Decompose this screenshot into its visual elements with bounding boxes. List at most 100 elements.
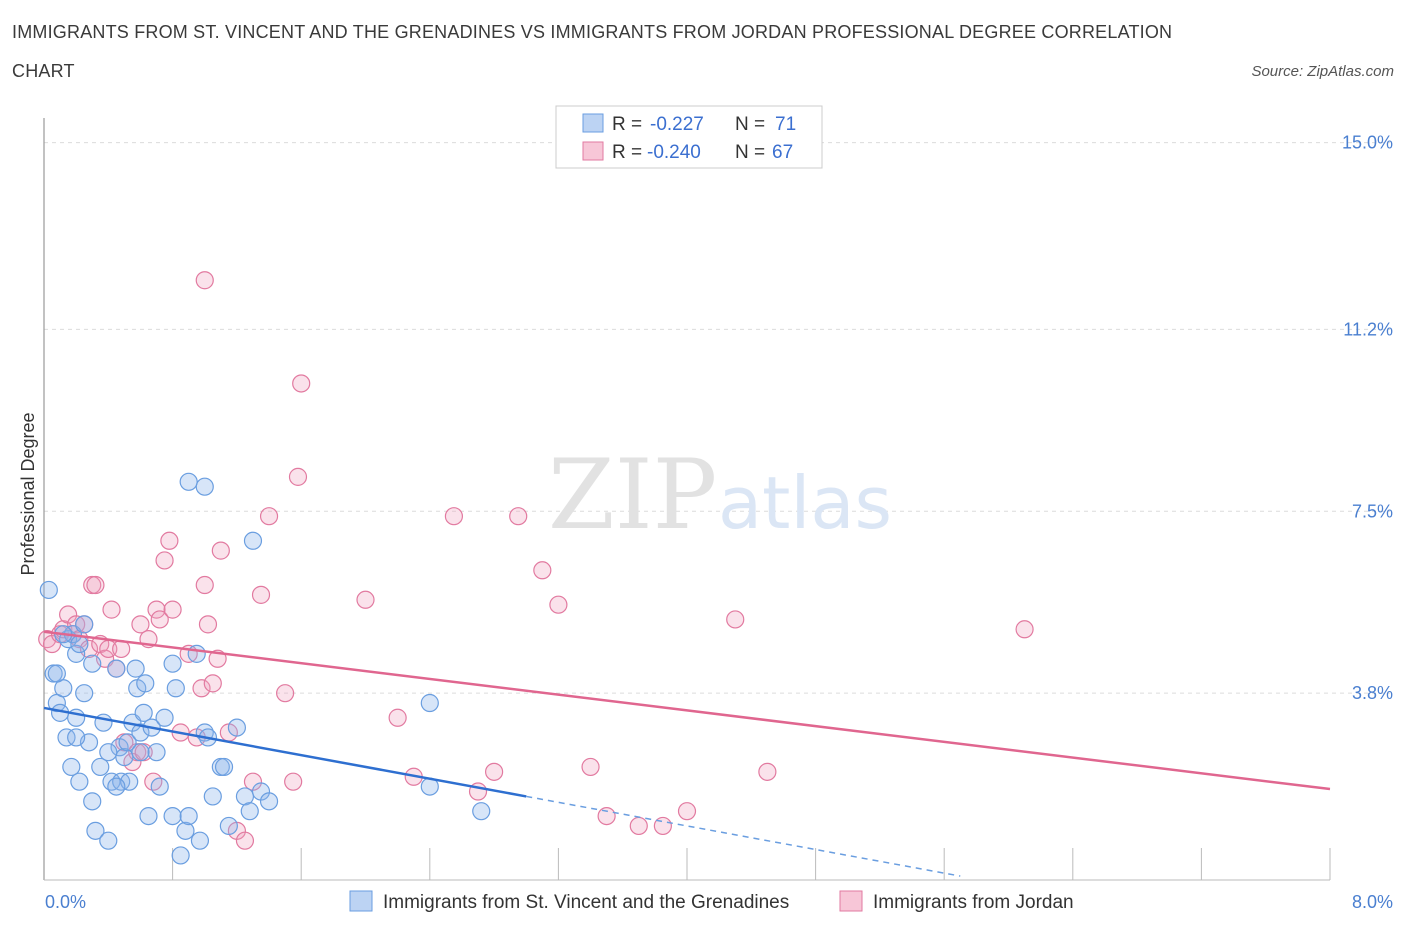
point-blue-27 [118, 733, 137, 752]
point-pink-21 [131, 615, 150, 634]
legend-pink-r-value: -0.240 [647, 142, 701, 163]
legend-swatch-blue [582, 113, 604, 133]
trend-lines [43, 630, 1331, 877]
chart-source: Source: ZipAtlas.com [1251, 63, 1394, 80]
y-tick-labels: 3.8% 7.5% 11.2% 15.0% [1342, 133, 1393, 704]
trend-line-blue-extension [526, 795, 961, 877]
point-blue-37 [147, 743, 166, 762]
point-pink-26 [150, 610, 169, 629]
point-pink-45 [276, 684, 295, 703]
gridlines [44, 142, 1390, 694]
point-blue-66 [131, 743, 150, 762]
legend-blue-n-value: 71 [775, 114, 796, 135]
point-blue-67 [240, 802, 259, 821]
chart-title-line2: CHART [12, 61, 75, 81]
point-blue-19 [91, 757, 110, 777]
point-pink-59 [597, 806, 616, 826]
point-pink-11 [86, 575, 105, 595]
legend-swatch-pink [582, 141, 604, 161]
y-tick-label-2: 11.2% [1343, 319, 1393, 339]
point-blue-15 [75, 684, 94, 703]
point-pink-56 [509, 507, 528, 526]
y-tick-label-0: 3.8% [1352, 683, 1393, 703]
point-pink-35 [198, 615, 218, 634]
point-blue-53 [227, 718, 246, 737]
point-blue-38 [150, 777, 169, 796]
point-pink-49 [288, 467, 308, 486]
legend-pink-n-value: 67 [772, 142, 793, 163]
y-tick-label-3: 15.0% [1342, 133, 1393, 153]
point-pink-66 [581, 757, 600, 777]
point-pink-15 [102, 600, 121, 619]
point-blue-8 [70, 634, 89, 654]
point-pink-60 [629, 816, 648, 836]
point-blue-55 [243, 531, 263, 550]
point-blue-44 [179, 806, 198, 826]
point-pink-47 [195, 271, 214, 290]
point-blue-64 [99, 743, 118, 762]
point-blue-46 [190, 831, 210, 850]
point-pink-64 [758, 762, 777, 781]
point-blue-39 [155, 708, 174, 727]
chart-title-line1: IMMIGRANTS FROM ST. VINCENT AND THE GREN… [12, 22, 1172, 42]
point-blue-51 [214, 757, 234, 777]
point-pink-41 [235, 831, 255, 850]
point-pink-65 [1015, 620, 1034, 639]
point-pink-55 [485, 762, 504, 781]
point-pink-62 [677, 802, 697, 821]
series-legend-label-pink: Immigrants from Jordan [873, 892, 1074, 913]
point-blue-18 [86, 821, 105, 840]
point-blue-60 [163, 654, 182, 673]
point-blue-45 [187, 644, 206, 663]
point-blue-65 [107, 777, 126, 796]
point-pink-27 [155, 551, 174, 570]
x-tick-marks [172, 848, 1331, 880]
legend-pink-n-label: N = [735, 142, 765, 163]
point-blue-68 [420, 693, 439, 713]
legend-blue-r-value: -0.227 [650, 114, 704, 135]
point-blue-43 [176, 821, 195, 840]
point-blue-70 [472, 802, 491, 821]
point-blue-41 [166, 679, 185, 698]
point-blue-14 [70, 772, 89, 791]
point-blue-63 [67, 728, 86, 747]
point-blue-23 [107, 659, 126, 678]
point-blue-10 [47, 664, 66, 683]
trend-line-pink [43, 630, 1331, 791]
point-pink-58 [549, 595, 568, 614]
point-blue-57 [259, 792, 279, 811]
x-tick-label-min: 0.0% [45, 892, 86, 912]
point-blue-32 [131, 723, 150, 742]
point-pink-33 [192, 679, 211, 698]
x-tick-label-max: 8.0% [1352, 892, 1393, 912]
point-blue-49 [203, 787, 222, 806]
point-pink-29 [163, 600, 182, 619]
legend-pink-r-label: R = [612, 142, 642, 163]
data-points [38, 271, 1034, 865]
point-pink-36 [203, 674, 222, 693]
point-blue-30 [126, 659, 145, 678]
legend-blue-n-label: N = [735, 114, 765, 135]
point-pink-43 [251, 585, 271, 604]
point-pink-53 [444, 507, 464, 526]
point-pink-38 [211, 541, 230, 560]
point-blue-52 [219, 816, 238, 836]
point-pink-46 [284, 772, 303, 791]
point-blue-0 [39, 580, 58, 600]
point-pink-50 [356, 590, 375, 609]
point-pink-48 [292, 374, 311, 393]
point-blue-59 [179, 472, 198, 491]
point-blue-21 [99, 831, 118, 850]
point-blue-12 [62, 757, 81, 777]
trend-line-blue [43, 706, 527, 798]
y-axis-label: Professional Degree [18, 412, 38, 575]
point-blue-34 [136, 674, 155, 693]
point-blue-11 [57, 728, 76, 747]
point-pink-34 [195, 575, 214, 595]
correlation-legend: R = -0.227 N = 71 R = -0.240 N = 67 [555, 105, 823, 169]
point-pink-28 [160, 531, 179, 550]
legend-blue-r-label: R = [612, 114, 642, 135]
point-blue-33 [134, 703, 153, 722]
series-legend: Immigrants from St. Vincent and the Gren… [349, 890, 1074, 913]
